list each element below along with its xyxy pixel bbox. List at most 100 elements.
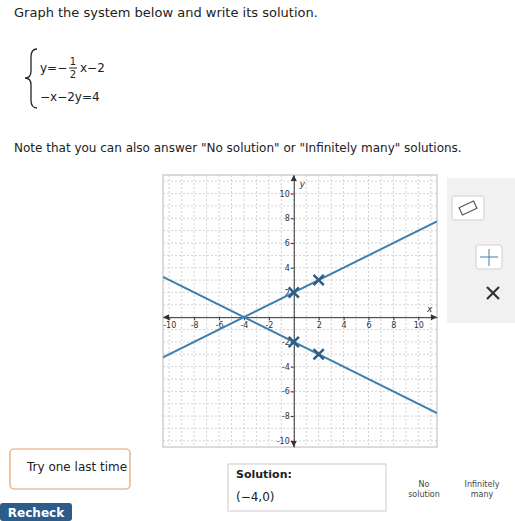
x-tick-mark bbox=[269, 317, 270, 320]
y-tick: 6 bbox=[285, 239, 294, 248]
data-layer bbox=[163, 221, 437, 413]
eraser-icon bbox=[459, 201, 477, 215]
plot-frame bbox=[163, 175, 437, 447]
x-tick-mark bbox=[393, 317, 394, 320]
x-tick-mark bbox=[369, 317, 370, 320]
grid-line bbox=[163, 230, 437, 231]
x-tick: -8 bbox=[191, 317, 199, 330]
x-tick: 6 bbox=[366, 317, 371, 330]
fraction-denominator: 2 bbox=[70, 69, 76, 80]
grid-line bbox=[163, 205, 437, 206]
y-tick-mark bbox=[291, 416, 294, 417]
y-tick: -6 bbox=[282, 387, 294, 396]
grid-line bbox=[163, 292, 437, 293]
x-tick-label: 10 bbox=[414, 321, 424, 330]
x-tick-label: 6 bbox=[366, 321, 371, 330]
grid-line bbox=[163, 255, 437, 256]
grid-line bbox=[306, 175, 307, 447]
no-solution-button[interactable]: Nosolution bbox=[408, 480, 440, 499]
x-tick-mark bbox=[169, 317, 170, 320]
y-tick: 8 bbox=[285, 214, 294, 223]
y-axis-line bbox=[294, 176, 295, 448]
point bbox=[314, 275, 324, 285]
brace bbox=[25, 49, 37, 108]
x-tick: 4 bbox=[342, 317, 347, 330]
note: Note that you can also answer "No soluti… bbox=[14, 141, 462, 155]
grid-line bbox=[163, 428, 437, 429]
grid-line bbox=[243, 175, 244, 447]
x-tick-mark bbox=[219, 317, 220, 320]
y-tick-label: -6 bbox=[282, 387, 290, 396]
axis-arrow bbox=[163, 314, 169, 320]
y-tick: -4 bbox=[282, 363, 294, 372]
x-tick: 10 bbox=[414, 317, 424, 330]
line bbox=[163, 221, 437, 357]
grid-line bbox=[163, 440, 437, 441]
grid-line bbox=[318, 175, 319, 447]
grid-line bbox=[380, 175, 381, 447]
x-tick-label: -4 bbox=[240, 321, 248, 330]
y-tick-label: 10 bbox=[280, 190, 290, 199]
grid-line bbox=[163, 304, 437, 305]
grid-line bbox=[163, 280, 437, 281]
y-tick-mark bbox=[291, 391, 294, 392]
grid-line bbox=[163, 379, 437, 380]
grid-line bbox=[169, 175, 170, 447]
x-tick-mark bbox=[418, 317, 419, 320]
instruction: Graph the system below and write its sol… bbox=[14, 5, 318, 20]
grid-line bbox=[163, 354, 437, 355]
equation-rest: x−2 bbox=[80, 61, 105, 75]
no-solution-button-line: No bbox=[419, 480, 430, 489]
y-tick-mark bbox=[291, 194, 294, 195]
grid-line bbox=[163, 416, 437, 417]
infinitely-many-button[interactable]: Infinitelymany bbox=[465, 480, 500, 499]
axis-arrow bbox=[291, 175, 297, 181]
fraction-numerator: 1 bbox=[70, 56, 76, 67]
recheck-label[interactable]: Recheck bbox=[8, 506, 65, 520]
y-axis: -10-8-6-4-2246810 bbox=[277, 176, 295, 448]
y-tick-label: -10 bbox=[277, 437, 290, 446]
grid-line bbox=[163, 366, 437, 367]
x-tick: -10 bbox=[163, 317, 176, 330]
feedback: Try one last time bbox=[26, 460, 127, 474]
grid-line bbox=[163, 317, 437, 318]
x-tick: 2 bbox=[317, 317, 322, 330]
grid-line bbox=[163, 193, 437, 194]
grid-line bbox=[163, 341, 437, 342]
chart: -10-8-6-4-2246810-10-8-6-4-2246810xy bbox=[163, 175, 438, 448]
point bbox=[289, 287, 299, 297]
equation-2: −x−2y=4 bbox=[40, 90, 100, 104]
grid-line bbox=[331, 175, 332, 447]
grid-line bbox=[393, 175, 394, 447]
x-tick-label: -8 bbox=[191, 321, 199, 330]
axis-arrow bbox=[291, 441, 297, 447]
grid-line bbox=[343, 175, 344, 447]
close-icon[interactable] bbox=[487, 287, 499, 299]
y-tick-mark bbox=[291, 367, 294, 368]
y-tick-label: -8 bbox=[282, 412, 290, 421]
x-axis-title: x bbox=[426, 304, 433, 314]
grid-line bbox=[163, 218, 437, 219]
grid-line bbox=[181, 175, 182, 447]
grid-line bbox=[281, 175, 282, 447]
grid-line bbox=[194, 175, 195, 447]
grid bbox=[163, 175, 437, 447]
x-tick-label: 8 bbox=[391, 321, 396, 330]
grid-line bbox=[418, 175, 419, 447]
point bbox=[289, 337, 299, 347]
x-tick-label: -10 bbox=[163, 321, 176, 330]
recheck-button[interactable] bbox=[0, 503, 72, 521]
x-axis-line bbox=[164, 317, 438, 318]
page: Graph the system below and write its sol… bbox=[0, 0, 515, 521]
x-tick-mark bbox=[319, 317, 320, 320]
x-tick-mark bbox=[194, 317, 195, 320]
solution-value[interactable]: (−4,0) bbox=[236, 490, 275, 504]
grid-line bbox=[219, 175, 220, 447]
graph-button[interactable] bbox=[476, 245, 502, 269]
y-axis-title: y bbox=[299, 179, 306, 189]
equation-lhs: y=− bbox=[40, 61, 67, 75]
eraser-button[interactable] bbox=[452, 196, 484, 220]
grid-line bbox=[356, 175, 357, 447]
grid-line bbox=[293, 175, 294, 447]
x-tick-label: 2 bbox=[317, 321, 322, 330]
